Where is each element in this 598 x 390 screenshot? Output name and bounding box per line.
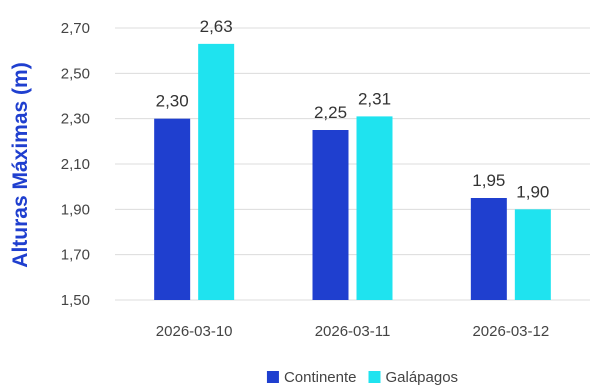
legend: Continente Galápagos [266,369,459,386]
x-tick-label: 2026-03-10 [156,323,233,340]
y-tick-label: 2,10 [61,156,90,173]
x-tick-labels: 2026-03-10 2026-03-11 2026-03-12 [156,323,549,340]
grid-layer [115,27,590,301]
bar-continente [312,130,349,300]
y-tick-labels: 1,50 1,70 1,90 2,10 2,30 2,50 2,70 [61,20,90,309]
value-labels: 2,30 2,63 2,25 2,31 1,95 1,90 [156,17,550,201]
legend-swatch [266,371,279,383]
x-tick-label: 2026-03-11 [315,323,391,340]
data-label: 2,31 [358,89,391,108]
legend-item: Continente [266,369,357,386]
bar-galapagos [198,43,235,300]
data-label: 1,95 [472,171,505,190]
legend-label: Continente [284,369,357,386]
legend-item: Galápagos [368,369,459,386]
y-tick-label: 1,70 [61,247,90,264]
y-tick-label: 2,50 [61,65,90,82]
y-tick-label: 2,30 [61,111,90,128]
legend-swatch [368,371,381,383]
bar-galapagos [514,209,551,300]
y-tick-label: 2,70 [61,20,90,37]
legend-label: Galápagos [386,369,459,386]
y-tick-label: 1,50 [61,292,90,309]
y-axis-label: Alturas Máximas (m) [9,62,32,267]
data-label: 1,90 [516,182,549,201]
bar-galapagos [356,116,393,301]
bars [154,43,551,301]
y-tick-label: 1,90 [61,201,90,218]
data-label: 2,25 [314,103,347,122]
x-tick-label: 2026-03-12 [472,323,549,340]
bar-continente [154,118,191,301]
data-label: 2,63 [200,17,233,36]
data-label: 2,30 [156,92,189,111]
bar-continente [470,198,507,300]
